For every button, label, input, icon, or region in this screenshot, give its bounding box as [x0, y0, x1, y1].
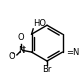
Text: =N: =N	[66, 48, 79, 57]
Text: O: O	[18, 33, 24, 42]
Text: +: +	[21, 45, 26, 51]
Text: Br: Br	[42, 65, 52, 74]
Text: HO: HO	[34, 19, 47, 28]
Text: N: N	[18, 46, 24, 55]
Text: -: -	[11, 50, 14, 59]
Text: O: O	[8, 52, 15, 61]
